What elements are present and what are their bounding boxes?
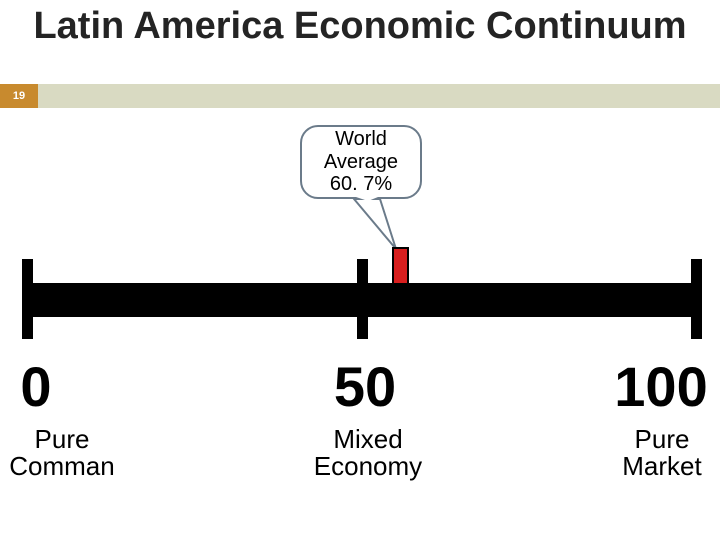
page-title: Latin America Economic Continuum [0, 6, 720, 48]
axis-label-100: Pure Market [592, 426, 720, 481]
axis-value-50: 50 [300, 354, 430, 419]
axis-value-0: 0 [6, 354, 66, 419]
axis-label-0: Pure Comman [0, 426, 142, 481]
title-bar [0, 84, 720, 108]
axis-label-50: Mixed Economy [288, 426, 448, 481]
axis-label-50-line1: Mixed [333, 424, 402, 454]
axis-label-100-line1: Pure [635, 424, 690, 454]
world-average-marker [392, 247, 409, 285]
axis-label-100-line2: Market [622, 451, 701, 481]
world-average-callout: World Average 60. 7% [300, 125, 422, 199]
axis-label-50-line2: Economy [314, 451, 422, 481]
axis-label-0-line2: Comman [9, 451, 114, 481]
axis-label-0-line1: Pure [35, 424, 90, 454]
tick-0 [22, 259, 33, 339]
callout-line3: 60. 7% [330, 173, 392, 195]
callout-line1: World [335, 128, 387, 150]
tick-100 [691, 259, 702, 339]
tick-50 [357, 259, 368, 339]
axis-value-100: 100 [596, 354, 720, 419]
callout-line2: Average [324, 151, 398, 173]
page-number-badge: 19 [0, 84, 38, 108]
